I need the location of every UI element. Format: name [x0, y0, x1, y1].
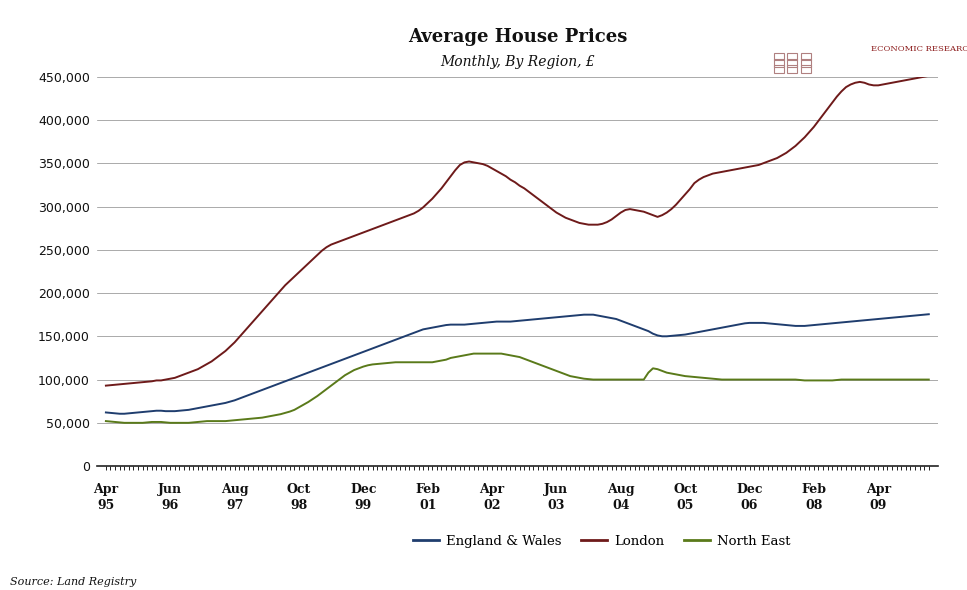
Bar	[774, 53, 784, 60]
Text: 98: 98	[290, 499, 308, 513]
Bar	[801, 65, 811, 73]
Text: Apr: Apr	[480, 483, 505, 496]
Bar	[787, 65, 798, 73]
Legend: England & Wales, London, North East: England & Wales, London, North East	[407, 529, 796, 553]
Text: Aug: Aug	[607, 483, 634, 496]
Text: Dec: Dec	[350, 483, 376, 496]
Text: Feb: Feb	[802, 483, 827, 496]
Bar	[774, 59, 784, 67]
Bar	[774, 65, 784, 73]
Text: Apr: Apr	[94, 483, 118, 496]
Text: 02: 02	[484, 499, 501, 513]
Text: Oct: Oct	[287, 483, 311, 496]
Text: Oct: Oct	[673, 483, 697, 496]
Text: Source: Land Registry: Source: Land Registry	[10, 577, 136, 587]
Bar	[801, 59, 811, 67]
Bar	[787, 53, 798, 60]
Text: 01: 01	[419, 499, 436, 513]
Text: Feb: Feb	[415, 483, 440, 496]
Text: Apr: Apr	[865, 483, 891, 496]
Text: Jun: Jun	[159, 483, 183, 496]
Text: Jun: Jun	[544, 483, 569, 496]
Text: 03: 03	[547, 499, 565, 513]
Bar	[787, 59, 798, 67]
Text: 96: 96	[161, 499, 179, 513]
Text: Aug: Aug	[220, 483, 249, 496]
Text: Average House Prices: Average House Prices	[408, 28, 627, 45]
Text: Monthly, By Region, £: Monthly, By Region, £	[440, 55, 595, 69]
Bar	[801, 53, 811, 60]
Text: 95: 95	[98, 499, 114, 513]
Text: 99: 99	[355, 499, 372, 513]
Text: 06: 06	[741, 499, 758, 513]
Text: Dec: Dec	[736, 483, 763, 496]
Text: 97: 97	[226, 499, 244, 513]
Text: 04: 04	[612, 499, 630, 513]
Text: 09: 09	[869, 499, 887, 513]
Text: ECONOMIC RESEARCH COUNCIL: ECONOMIC RESEARCH COUNCIL	[870, 45, 967, 54]
Text: 08: 08	[806, 499, 823, 513]
Text: 05: 05	[677, 499, 694, 513]
